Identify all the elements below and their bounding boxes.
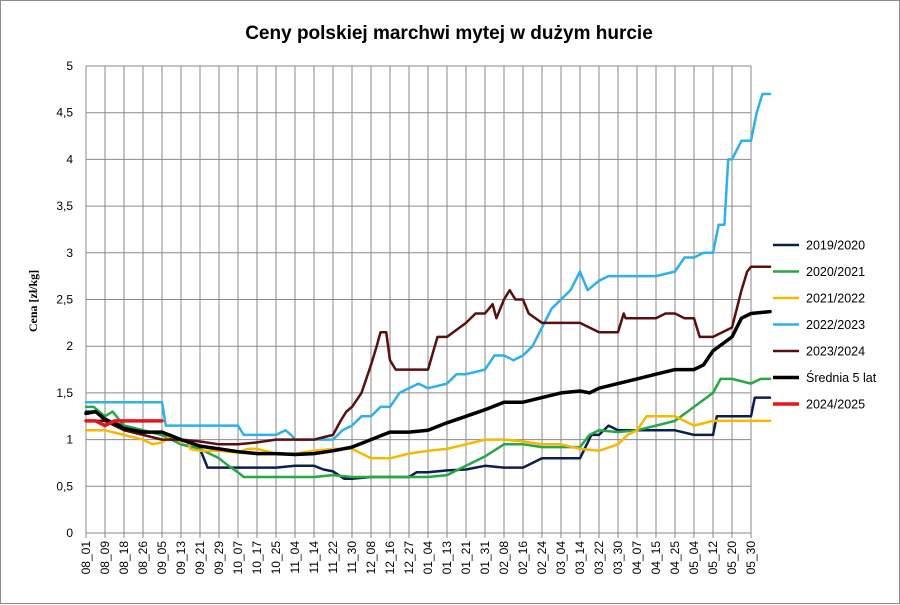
x-tick-label: 10_25 bbox=[269, 541, 283, 575]
x-tick-label: 01_13 bbox=[440, 541, 454, 575]
x-tick-label: 12_27 bbox=[402, 541, 416, 575]
y-tick-label: 1,5 bbox=[56, 386, 73, 400]
series-line-4 bbox=[84, 265, 772, 446]
x-tick-label: 04_15 bbox=[649, 541, 663, 575]
x-tick-label: 02_24 bbox=[535, 541, 549, 575]
x-tick-label: 02_08 bbox=[497, 541, 511, 575]
x-tick-label: 08_18 bbox=[117, 541, 131, 575]
x-tick-label: 05_30 bbox=[744, 541, 758, 575]
axis-layer: 0 0,5 1 1,5 2 2,5 3 3,5 4 4,5 5 08_01 08_09 08_18 08_2… bbox=[56, 59, 758, 574]
series-line-5 bbox=[84, 309, 772, 457]
series-line-2 bbox=[84, 415, 772, 460]
y-tick-label: 0,5 bbox=[56, 479, 73, 493]
x-tick-label: 10_07 bbox=[231, 541, 245, 575]
series-line-6 bbox=[84, 419, 164, 428]
x-tick-label: 08_26 bbox=[136, 541, 150, 575]
x-tick-label: 01_04 bbox=[421, 541, 435, 575]
y-tick-label: 1 bbox=[66, 433, 73, 447]
x-tick-label: 09_21 bbox=[193, 541, 207, 575]
y-tick-label: 5 bbox=[66, 59, 73, 73]
legend-label: 2019/2020 bbox=[806, 239, 865, 253]
y-tick-label: 4,5 bbox=[56, 106, 73, 120]
series-layer bbox=[84, 92, 772, 481]
x-tick-label: 01_31 bbox=[478, 541, 492, 575]
x-tick-label: 10_17 bbox=[250, 541, 264, 575]
x-tick-label: 08_01 bbox=[79, 541, 93, 575]
y-tick-label: 3 bbox=[66, 246, 73, 260]
x-tick-label: 04_07 bbox=[630, 541, 644, 575]
legend-label: 2023/2024 bbox=[806, 345, 865, 359]
x-tick-label: 12_08 bbox=[364, 541, 378, 575]
x-tick-label: 11_30 bbox=[345, 541, 359, 574]
chart-title: Ceny polskiej marchwi mytej w dużym hurc… bbox=[245, 23, 653, 44]
y-tick-label: 3,5 bbox=[56, 199, 73, 213]
legend-label: 2022/2023 bbox=[806, 318, 865, 332]
legend-label: 2021/2022 bbox=[806, 292, 865, 306]
series-line-3 bbox=[84, 92, 772, 441]
x-tick-label: 09_13 bbox=[174, 541, 188, 575]
x-tick-label: 03_14 bbox=[573, 541, 587, 575]
x-tick-label: 11_22 bbox=[326, 541, 340, 574]
legend-label: 2024/2025 bbox=[806, 398, 865, 412]
x-tick-label: 02_16 bbox=[516, 541, 530, 575]
x-tick-label: 05_12 bbox=[706, 541, 720, 575]
x-tick-label: 03_22 bbox=[592, 541, 606, 575]
x-tick-label: 11_04 bbox=[288, 541, 302, 574]
x-tick-label: 04_25 bbox=[668, 541, 682, 575]
legend-label: 2020/2021 bbox=[806, 265, 865, 279]
x-tick-label: 09_29 bbox=[212, 541, 226, 575]
x-tick-label: 12_16 bbox=[383, 541, 397, 575]
x-tick-label: 09_05 bbox=[155, 541, 169, 575]
series-line-0 bbox=[84, 396, 772, 481]
x-tick-label: 05_04 bbox=[687, 541, 701, 575]
x-tick-label: 03_04 bbox=[554, 541, 568, 575]
x-tick-label: 08_09 bbox=[98, 541, 112, 575]
x-tick-label: 01_21 bbox=[459, 541, 473, 575]
y-tick-label: 0 bbox=[66, 526, 73, 540]
legend-label: Średnia 5 lat bbox=[806, 370, 877, 385]
y-tick-label: 2 bbox=[66, 339, 73, 353]
y-tick-label: 4 bbox=[66, 152, 73, 166]
x-tick-label: 05_20 bbox=[725, 541, 739, 575]
legend: 2019/2020 2020/2021 2021/2022 2022/2023 2023… bbox=[773, 239, 877, 412]
y-axis-label: Cena [zł/kg] bbox=[26, 270, 40, 332]
grid-layer bbox=[85, 65, 752, 534]
y-tick-label: 2,5 bbox=[56, 293, 73, 307]
x-tick-label: 11_14 bbox=[307, 541, 321, 574]
x-tick-label: 03_30 bbox=[611, 541, 625, 575]
